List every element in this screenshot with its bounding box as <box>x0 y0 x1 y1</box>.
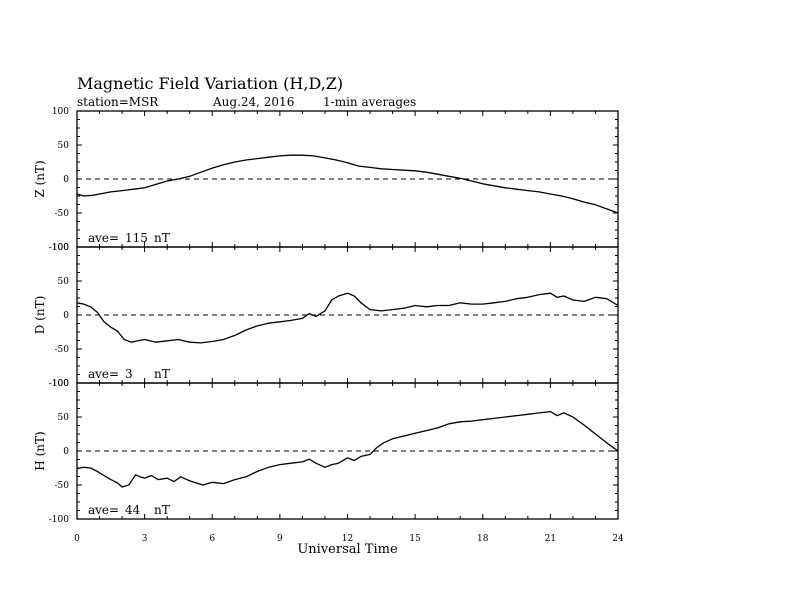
y-tick-label: -100 <box>49 243 69 253</box>
y-tick-label: 50 <box>58 141 70 151</box>
average-value: 115 <box>125 231 148 245</box>
date-label: Aug.24, 2016 <box>213 95 295 109</box>
y-axis-label: H (nT) <box>33 431 47 470</box>
y-tick-label: 0 <box>63 311 69 321</box>
x-tick-label: 24 <box>612 534 624 544</box>
y-tick-label: 100 <box>52 243 69 253</box>
x-tick-label: 9 <box>277 534 283 544</box>
averaging-label: 1-min averages <box>323 95 417 109</box>
y-tick-label: 100 <box>52 107 69 117</box>
y-axis-label: Z (nT) <box>33 160 47 197</box>
x-tick-label: 15 <box>409 534 421 544</box>
x-tick-label: 18 <box>477 534 489 544</box>
station-label: station=MSR <box>77 95 159 109</box>
panel-h: -100 -50 0 50 100 H (nT) ave= 44 nT <box>33 379 619 525</box>
series-line-d <box>76 292 619 344</box>
y-tick-label: -50 <box>55 345 70 355</box>
y-tick-label: 0 <box>63 175 69 185</box>
y-tick-label: -50 <box>55 209 70 219</box>
average-value: 3 <box>125 367 133 381</box>
average-label: ave= <box>88 367 119 381</box>
average-label: ave= <box>88 231 119 245</box>
average-unit: nT <box>154 503 170 517</box>
series-line-h <box>76 410 619 488</box>
average-label: ave= <box>88 503 119 517</box>
y-tick-label: 50 <box>58 413 70 423</box>
x-tick-label: 21 <box>545 534 556 544</box>
chart-title: Magnetic Field Variation (H,D,Z) <box>77 74 344 93</box>
y-tick-label: 100 <box>52 379 69 389</box>
average-unit: nT <box>154 231 170 245</box>
y-tick-label: -100 <box>49 379 69 389</box>
series-line-z <box>76 154 619 214</box>
x-tick-label: 12 <box>342 534 353 544</box>
panel-d: -100 -50 0 50 100 D (nT) ave= 3 nT <box>33 243 619 389</box>
panel-z: -100 -50 0 50 100 Z (nT) ave= 115 nT <box>33 107 619 253</box>
x-tick-label: 6 <box>209 534 215 544</box>
y-tick-label: -100 <box>49 515 69 525</box>
y-tick-label: 0 <box>63 447 69 457</box>
y-tick-label: -50 <box>55 481 70 491</box>
average-unit: nT <box>154 367 170 381</box>
y-tick-label: 50 <box>58 277 70 287</box>
average-value: 44 <box>125 503 141 517</box>
y-axis-label: D (nT) <box>33 296 47 335</box>
x-tick-label: 0 <box>74 534 80 544</box>
x-axis-label: Universal Time <box>297 542 398 557</box>
x-tick-label: 3 <box>142 534 148 544</box>
